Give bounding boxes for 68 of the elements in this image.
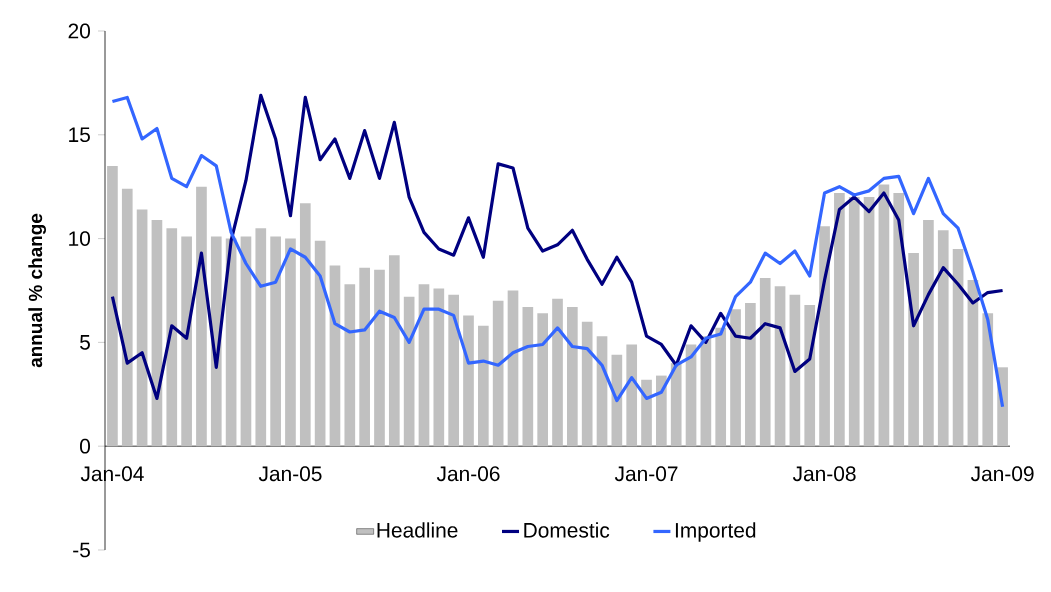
bar — [670, 363, 682, 447]
bar — [715, 327, 727, 447]
bar — [937, 230, 949, 447]
bar — [196, 186, 207, 447]
bar — [804, 305, 816, 447]
bar — [344, 284, 356, 447]
bar — [433, 288, 445, 447]
y-tick-label: 5 — [80, 335, 90, 350]
bar — [477, 325, 489, 447]
bar — [329, 265, 341, 447]
bar — [848, 197, 860, 447]
y-tick-label: -5 — [73, 542, 90, 558]
bar — [240, 236, 252, 447]
bar — [567, 307, 578, 447]
bar — [507, 290, 519, 447]
legend-label: Imported — [675, 522, 756, 542]
bar — [359, 267, 370, 447]
bar — [819, 226, 830, 447]
bar — [255, 228, 267, 447]
bar — [878, 184, 890, 447]
y-axis-title: annual % change — [28, 213, 46, 368]
legend-label: Domestic — [524, 522, 610, 538]
bar — [581, 321, 593, 447]
bar — [641, 379, 652, 447]
bar — [107, 165, 118, 447]
bar — [121, 188, 133, 447]
x-tick-label: Jan-07 — [614, 466, 678, 482]
bar — [759, 278, 771, 447]
x-tick-label: Jan-04 — [80, 466, 144, 482]
y-tick-label: 10 — [69, 231, 91, 246]
x-tick-label: Jan-09 — [970, 466, 1034, 482]
bar — [285, 238, 296, 447]
y-tick-label: 0 — [80, 438, 91, 454]
x-tick-label: Jan-06 — [436, 466, 500, 482]
bar — [656, 375, 667, 447]
bar — [552, 298, 563, 447]
bar — [685, 344, 697, 447]
bar — [270, 236, 281, 447]
bar — [314, 240, 326, 447]
bar — [463, 315, 474, 447]
x-tick-label: Jan-05 — [258, 466, 322, 482]
bar — [923, 219, 934, 447]
bar — [893, 192, 905, 447]
bar — [136, 209, 148, 447]
bar — [982, 313, 994, 447]
bar — [448, 294, 459, 447]
y-tick-label: 15 — [69, 127, 90, 143]
bar — [863, 197, 875, 447]
bar — [537, 313, 549, 447]
bar — [745, 302, 756, 447]
bar — [626, 344, 638, 447]
bar — [967, 280, 979, 447]
bar — [774, 286, 786, 447]
bar — [374, 269, 385, 447]
bar — [908, 253, 919, 447]
bar — [492, 300, 504, 447]
bar — [834, 192, 845, 447]
bar — [418, 284, 430, 447]
bar — [952, 248, 964, 447]
bar — [166, 228, 178, 447]
bar — [181, 236, 192, 447]
legend-label: Headline — [377, 522, 458, 538]
y-tick-label: 20 — [68, 23, 91, 39]
x-tick-label: Jan-08 — [792, 466, 856, 482]
bar — [299, 203, 311, 447]
bar — [522, 307, 534, 447]
bar — [388, 255, 400, 447]
bar — [730, 309, 741, 447]
